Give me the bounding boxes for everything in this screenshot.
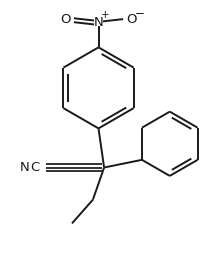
Text: O: O bbox=[60, 13, 71, 26]
Text: N: N bbox=[94, 16, 103, 29]
Text: −: − bbox=[135, 7, 145, 20]
Text: O: O bbox=[126, 13, 137, 26]
Text: N: N bbox=[19, 161, 29, 174]
Text: +: + bbox=[101, 10, 109, 20]
Text: C: C bbox=[30, 161, 39, 174]
